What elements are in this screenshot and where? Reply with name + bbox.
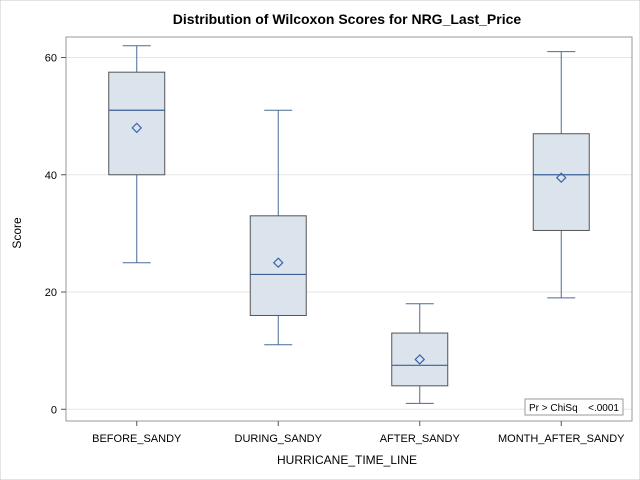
stat-inset-box [524, 398, 624, 416]
mean-marker [272, 257, 284, 269]
y-tick-label: 20 [45, 287, 57, 299]
mean-marker [414, 354, 426, 365]
mean-marker [131, 122, 143, 134]
box-month-after-sandy [532, 51, 590, 299]
stat-inset-label: Pr > ChiSq [529, 403, 578, 414]
y-tick-label: 60 [45, 53, 57, 65]
x-tick-label: MONTH_AFTER_SANDY [498, 433, 625, 445]
box-series [108, 45, 590, 404]
x-axis-label: HURRICANE_TIME_LINE [277, 453, 417, 467]
y-axis-ticks: 0 20 40 60 [45, 53, 66, 416]
stat-inset: Pr > ChiSq <.0001 [524, 398, 624, 416]
x-axis-ticks: BEFORE_SANDY DURING_SANDY AFTER_SANDY MONTH… [92, 421, 625, 445]
y-axis-label: Score [10, 217, 24, 249]
y-tick-label: 0 [51, 404, 57, 416]
x-tick-label: AFTER_SANDY [380, 433, 461, 445]
box-during-sandy [249, 109, 307, 346]
y-tick-label: 40 [45, 170, 57, 182]
x-tick-label: DURING_SANDY [235, 433, 323, 445]
iqr-box [391, 332, 449, 387]
mean-marker [555, 172, 567, 184]
box-after-sandy [391, 303, 449, 404]
iqr-box [249, 215, 307, 316]
chart-title: Distribution of Wilcoxon Scores for NRG_… [173, 11, 522, 27]
box-before-sandy [108, 45, 166, 264]
stat-inset-value: <.0001 [588, 403, 619, 414]
x-tick-label: BEFORE_SANDY [92, 433, 182, 445]
plot-frame [65, 36, 633, 422]
